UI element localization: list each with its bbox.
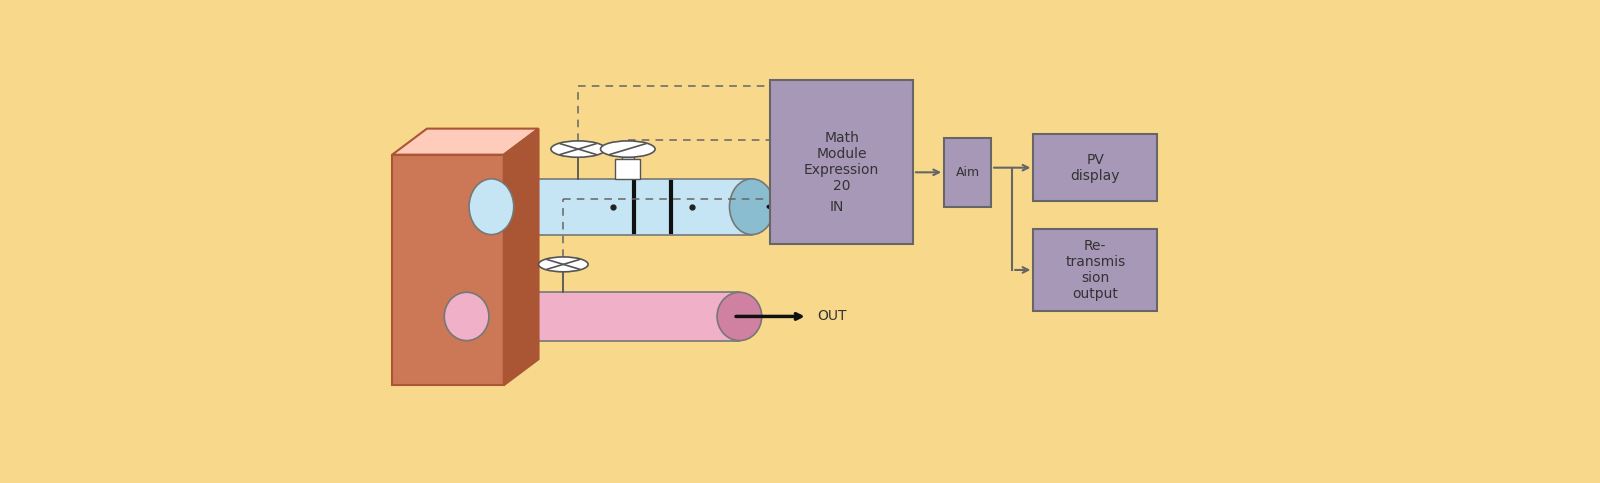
- FancyBboxPatch shape: [1034, 229, 1157, 311]
- Text: Aim: Aim: [955, 166, 979, 179]
- Ellipse shape: [730, 179, 774, 235]
- Ellipse shape: [469, 179, 514, 235]
- Text: OUT: OUT: [818, 310, 846, 324]
- Text: PV
display: PV display: [1070, 153, 1120, 183]
- Polygon shape: [392, 128, 539, 155]
- Text: IN: IN: [830, 200, 845, 213]
- FancyBboxPatch shape: [771, 80, 914, 244]
- Polygon shape: [504, 128, 539, 385]
- FancyBboxPatch shape: [944, 138, 990, 207]
- Text: Math
Module
Expression
20: Math Module Expression 20: [805, 131, 880, 193]
- Circle shape: [600, 141, 654, 157]
- Ellipse shape: [445, 292, 490, 341]
- Circle shape: [539, 257, 589, 272]
- Circle shape: [550, 141, 605, 157]
- FancyBboxPatch shape: [467, 292, 739, 341]
- FancyBboxPatch shape: [616, 159, 640, 179]
- FancyBboxPatch shape: [491, 179, 752, 235]
- FancyBboxPatch shape: [621, 157, 634, 162]
- Text: Re-
transmis
sion
output: Re- transmis sion output: [1066, 239, 1125, 301]
- Ellipse shape: [717, 292, 762, 341]
- FancyBboxPatch shape: [1034, 134, 1157, 201]
- FancyBboxPatch shape: [392, 155, 504, 385]
